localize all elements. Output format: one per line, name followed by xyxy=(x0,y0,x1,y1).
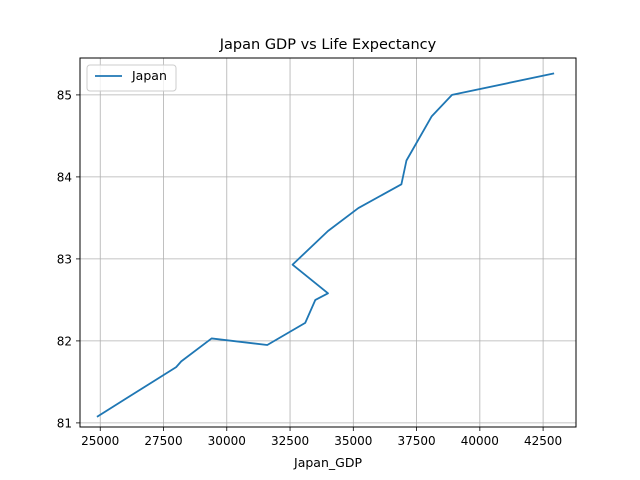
series-line xyxy=(96,72,555,418)
x-tick-label: 32500 xyxy=(271,434,309,448)
x-axis-label: Japan_GDP xyxy=(293,455,362,470)
y-tick-label: 81 xyxy=(57,416,72,430)
x-tick-label: 42500 xyxy=(524,434,562,448)
y-tick-label: 83 xyxy=(57,252,72,266)
legend-box xyxy=(86,64,177,92)
x-tick-label: 27500 xyxy=(144,434,182,448)
ticks: 25000 27500 30000 32500 35000 37500 40000 42500… xyxy=(57,88,562,448)
x-tick-label: 37500 xyxy=(397,434,435,448)
x-tick-label: 40000 xyxy=(461,434,499,448)
x-tick-label: 30000 xyxy=(208,434,246,448)
chart-title: Japan GDP vs Life Expectancy xyxy=(219,37,437,53)
x-tick-label: 35000 xyxy=(334,434,372,448)
plot-frame xyxy=(79,57,577,428)
y-tick-label: 85 xyxy=(57,88,72,102)
legend: Japan xyxy=(86,64,177,92)
y-tick-label: 84 xyxy=(57,170,72,184)
legend-label: Japan xyxy=(131,68,167,83)
x-tick-label: 25000 xyxy=(81,434,119,448)
series-layer xyxy=(96,72,555,418)
grid xyxy=(80,58,576,427)
y-tick-label: 82 xyxy=(57,334,72,348)
